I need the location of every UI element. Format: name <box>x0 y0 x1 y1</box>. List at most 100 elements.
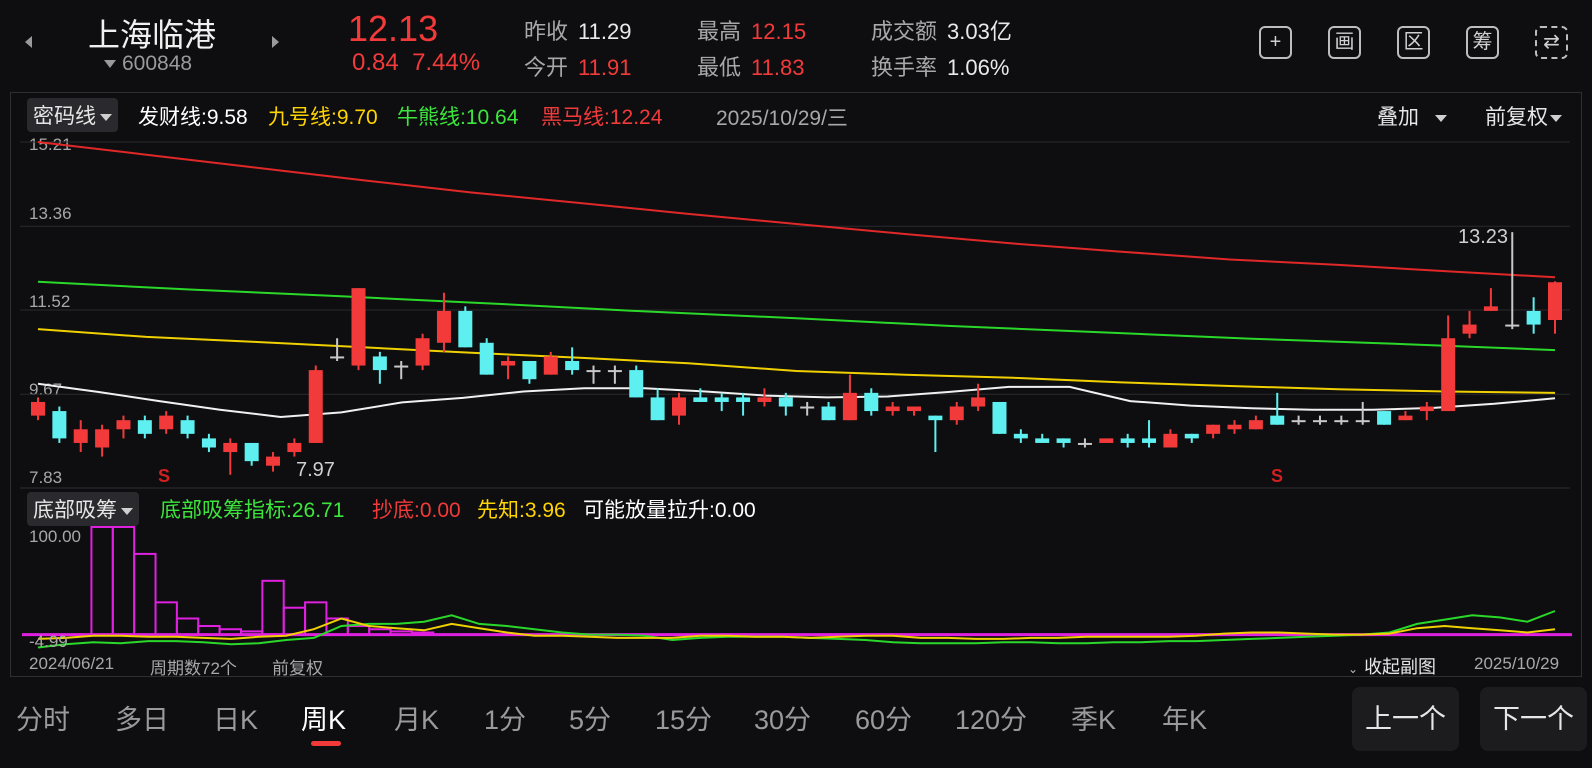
add-icon[interactable]: + <box>1259 26 1292 59</box>
candle-body <box>244 442 259 462</box>
candle-body <box>372 356 387 371</box>
switch-device-icon[interactable]: ⇄ <box>1535 26 1568 59</box>
draw-icon[interactable]: 画 <box>1328 26 1361 59</box>
sub-y-top: 100.00 <box>29 527 81 546</box>
max-price-label: 13.23 <box>1458 226 1508 248</box>
tab-15min[interactable]: 15分 <box>655 705 713 735</box>
sub-indicator-chart <box>22 526 1572 649</box>
candle-body <box>201 438 216 448</box>
candle-body <box>607 370 622 373</box>
ma-facai-line <box>37 382 1556 419</box>
collapse-subchart-button[interactable]: ⌄ 收起副图 <box>1348 657 1437 677</box>
candle-body <box>415 338 430 366</box>
bottom-buy-bar <box>154 601 178 636</box>
candle-body <box>1312 420 1327 423</box>
tab-120min[interactable]: 120分 <box>955 705 1028 735</box>
bottom-buy-bar <box>239 630 264 636</box>
signal-s-label: S <box>158 466 170 486</box>
candle-body <box>1206 424 1221 434</box>
sub-indicator-chaodi: 抄底:0.00 <box>372 499 461 522</box>
candle-body <box>1398 415 1413 421</box>
candle-body <box>1035 438 1050 443</box>
main-indicator-selector[interactable]: 密码线 <box>27 98 118 132</box>
chips-icon[interactable]: 筹 <box>1466 26 1499 59</box>
candle-body <box>1441 338 1456 412</box>
indicator-facai: 发财线:9.58 <box>138 106 248 129</box>
prev-close: 昨收 11.29 <box>524 19 632 44</box>
ma-jiuhao-line <box>37 328 1556 394</box>
candle-body <box>223 442 238 453</box>
tab-60min[interactable]: 60分 <box>855 705 913 735</box>
candle-body <box>95 429 110 448</box>
stock-name: 上海临港 <box>88 17 217 53</box>
candle-body <box>1099 438 1114 443</box>
end-date: 2025/10/29 <box>1474 654 1560 673</box>
candle-body <box>1419 406 1434 412</box>
code-dropdown-icon <box>104 60 116 69</box>
range-icon[interactable]: 区 <box>1397 26 1430 59</box>
ma-heima-line <box>37 141 1556 279</box>
y-tick-label: 7.83 <box>29 468 63 487</box>
tab-1min[interactable]: 1分 <box>484 705 527 735</box>
period-count: 周期数72个 <box>150 659 237 678</box>
candle-body <box>928 415 943 421</box>
tab-month-k[interactable]: 月K <box>394 705 440 735</box>
sub-indicator-bottom: 底部吸筹指标:26.71 <box>160 499 345 522</box>
tab-day-k[interactable]: 日K <box>213 705 259 735</box>
low-price: 最低 11.83 <box>697 55 805 80</box>
candle-body <box>1505 324 1520 327</box>
ma-niuxiong-line <box>37 280 1556 352</box>
candle-body <box>266 456 281 466</box>
candle-body <box>1548 282 1562 321</box>
chevron-down-icon <box>121 507 133 515</box>
today-open: 今开 11.91 <box>524 55 632 80</box>
sub-indicator-selector[interactable]: 底部吸筹 <box>27 492 139 526</box>
candle-body <box>522 360 537 380</box>
start-date: 2024/06/21 <box>29 654 115 673</box>
tab-week-k[interactable]: 周K <box>301 705 347 735</box>
candle-body <box>479 342 494 375</box>
price-change: 0.84 7.44% <box>352 49 480 77</box>
candle-body <box>714 397 729 402</box>
candle-body <box>543 356 558 375</box>
bottom-buy-bar <box>133 552 157 636</box>
candle-body <box>864 392 879 412</box>
prev-button[interactable]: 上一个 <box>1352 687 1459 751</box>
candle-body <box>1355 420 1370 423</box>
candle-body <box>458 310 473 348</box>
prev-stock-arrow-icon[interactable] <box>25 36 32 48</box>
candle-body <box>308 370 323 443</box>
tab-fenshi[interactable]: 分时 <box>16 705 70 735</box>
turnover-rate: 换手率 1.06% <box>871 55 1010 80</box>
candle-body <box>159 415 174 430</box>
y-tick-label: 15.21 <box>29 135 72 154</box>
turnover-amount: 成交额 3.03亿 <box>871 19 1012 44</box>
tab-season-k[interactable]: 季K <box>1071 705 1117 735</box>
bottom-buy-bar <box>368 628 392 636</box>
next-stock-arrow-icon[interactable] <box>272 36 279 48</box>
candle-body <box>757 397 772 402</box>
candle-body <box>907 406 922 412</box>
chevron-down-icon <box>1550 114 1562 122</box>
candle-body <box>586 370 601 373</box>
tab-year-k[interactable]: 年K <box>1162 705 1208 735</box>
tab-30min[interactable]: 30分 <box>754 705 812 735</box>
footer-adjust: 前复权 <box>272 659 323 678</box>
tab-duori[interactable]: 多日 <box>115 705 169 735</box>
candle-body <box>1163 433 1178 448</box>
candle-body <box>1120 438 1135 443</box>
candle-body <box>1142 438 1157 443</box>
candle-body <box>180 420 195 434</box>
adjust-dropdown[interactable]: 前复权 <box>1485 101 1562 131</box>
y-tick-label: 11.52 <box>29 292 71 311</box>
next-button[interactable]: 下一个 <box>1480 687 1587 751</box>
bottom-index-line <box>37 610 1556 649</box>
candle-body <box>736 397 751 402</box>
change-percent: 7.44% <box>412 49 481 76</box>
bottom-buy-bar <box>389 630 413 636</box>
overlay-dropdown[interactable]: 叠加 <box>1377 101 1447 131</box>
candle-body <box>650 397 665 421</box>
tab-5min[interactable]: 5分 <box>569 705 612 735</box>
stock-code[interactable]: 600848 <box>104 52 192 76</box>
